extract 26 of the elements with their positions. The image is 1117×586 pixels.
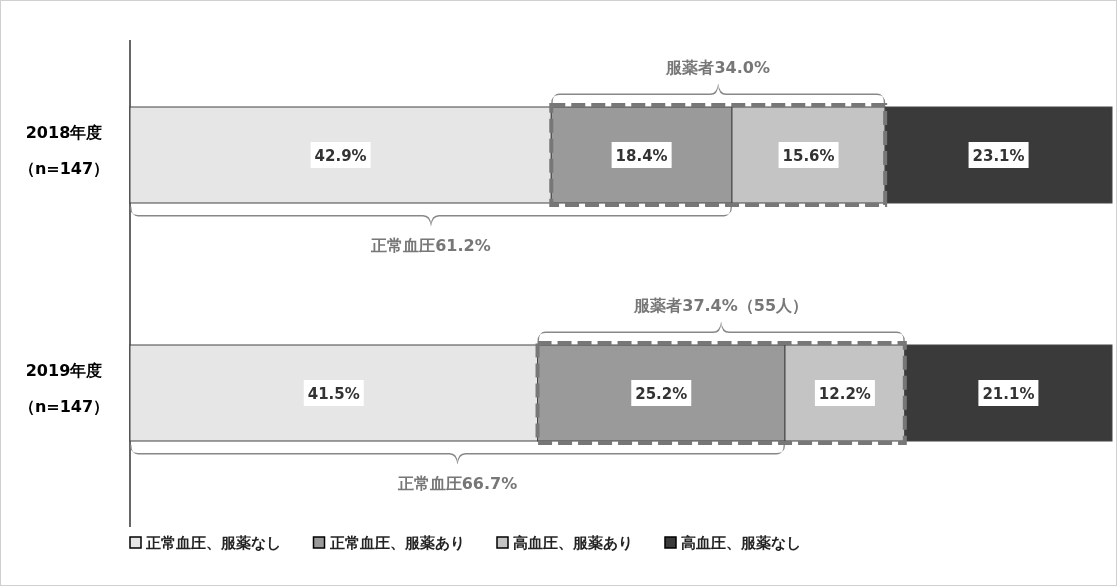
data-label: 15.6% bbox=[782, 147, 835, 165]
data-label: 12.2% bbox=[814, 380, 875, 406]
data-label: 42.9% bbox=[310, 142, 371, 168]
data-label: 41.5% bbox=[307, 385, 360, 403]
legend-label: 正常血圧、服薬あり bbox=[328, 534, 465, 552]
data-label: 18.4% bbox=[611, 142, 672, 168]
data-label: 15.6% bbox=[778, 142, 839, 168]
y-tick-label: 2018年度（n=147） bbox=[18, 122, 110, 180]
data-label: 18.4% bbox=[615, 147, 668, 165]
legend-label: 高血圧、服薬あり bbox=[513, 534, 633, 552]
annotation: 服薬者37.4%（55人） bbox=[633, 296, 809, 315]
annotation: 正常血圧66.7% bbox=[396, 474, 518, 493]
data-label: 25.2% bbox=[635, 385, 688, 403]
data-label: 42.9% bbox=[314, 147, 367, 165]
y-tick-label: 2019年度（n=147） bbox=[18, 360, 110, 418]
data-label: 21.1% bbox=[982, 385, 1035, 403]
data-label: 41.5% bbox=[303, 380, 364, 406]
data-label: 21.1% bbox=[978, 380, 1039, 406]
annotation: 服薬者34.0% bbox=[665, 58, 770, 77]
data-label: 23.1% bbox=[968, 142, 1029, 168]
data-label: 25.2% bbox=[631, 380, 692, 406]
data-label: 23.1% bbox=[972, 147, 1025, 165]
data-label: 12.2% bbox=[818, 385, 871, 403]
annotation: 正常血圧61.2% bbox=[370, 236, 491, 255]
legend-label: 高血圧、服薬なし bbox=[681, 534, 801, 552]
legend-label: 正常血圧、服薬なし bbox=[145, 534, 281, 552]
